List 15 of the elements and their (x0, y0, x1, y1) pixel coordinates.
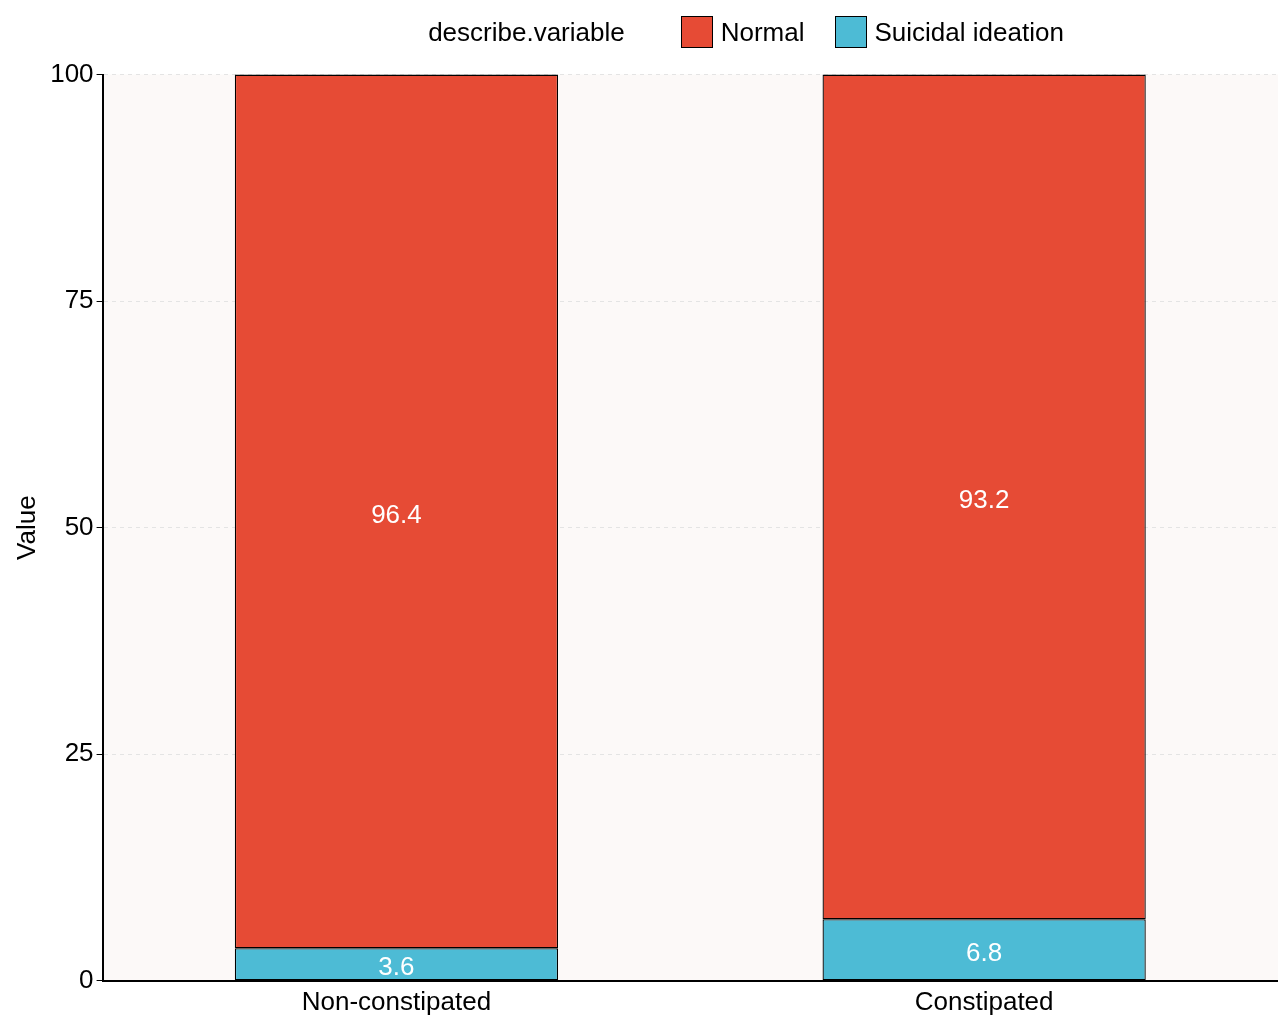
data-label: 3.6 (378, 951, 415, 982)
data-label: 93.2 (958, 484, 1010, 515)
y-tick-label: 50 (64, 510, 94, 541)
legend-label: Suicidal ideation (874, 16, 1064, 48)
y-tick-label: 100 (50, 57, 94, 88)
x-tick-label: Non-constipated (301, 985, 492, 1016)
y-tick-label: 25 (64, 737, 94, 768)
data-label: 96.4 (371, 498, 422, 529)
legend-title: describe.variable (428, 16, 625, 48)
series-label: Normal (720, 16, 805, 48)
x-tick-label: Constipated (914, 985, 1054, 1016)
y-axis-title: Value (10, 495, 41, 560)
y-tick-label: 75 (64, 284, 94, 315)
y-tick-label: 0 (79, 963, 94, 994)
data-label: 6.8 (966, 936, 1003, 967)
